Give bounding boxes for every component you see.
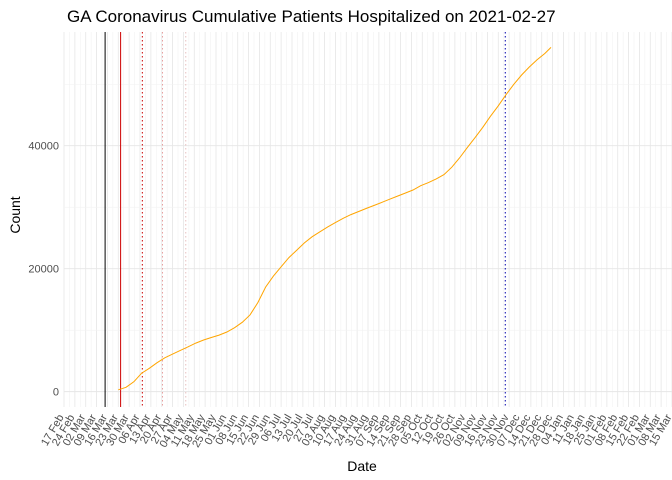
y-tick-label: 20000 bbox=[28, 264, 59, 276]
x-axis-title: Date bbox=[347, 458, 377, 474]
reference-lines bbox=[104, 32, 506, 407]
grid-lines bbox=[63, 32, 672, 407]
chart-title: GA Coronavirus Cumulative Patients Hospi… bbox=[67, 7, 556, 26]
y-tick-label: 40000 bbox=[28, 141, 59, 153]
y-tick-label: 0 bbox=[53, 387, 59, 399]
y-axis-title: Count bbox=[7, 196, 23, 233]
series-layer bbox=[118, 47, 552, 391]
series-line bbox=[118, 47, 552, 391]
y-tick-labels: 0 20000 40000 bbox=[28, 141, 59, 399]
